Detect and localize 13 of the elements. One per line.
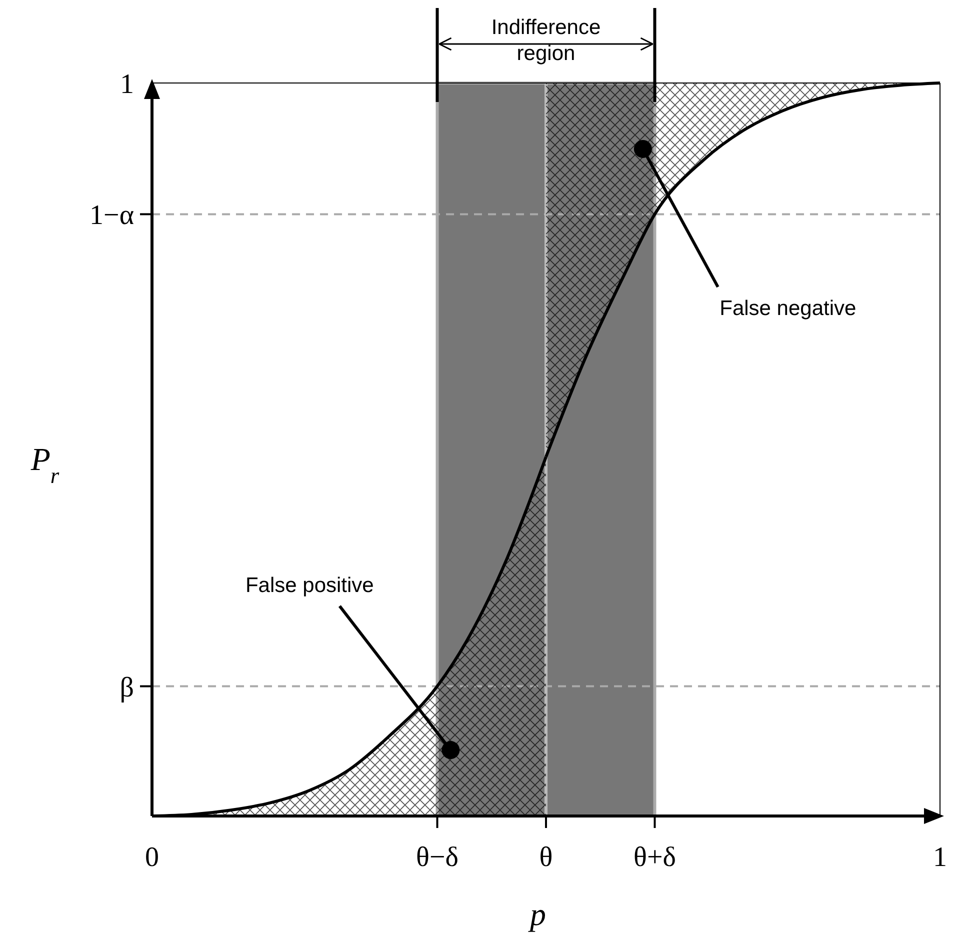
y-axis-title: P$_{r}$ [30,441,60,488]
x-tick-label: θ [539,842,553,873]
annotation: False positive [245,574,374,598]
y-tick-label: 1−α [90,200,134,232]
text: Indifference region [491,16,601,65]
y-tick-label: β [120,672,134,704]
x-tick-label: 1 [933,842,947,873]
x-axis-title: p [528,896,546,932]
x-tick-label: θ−δ [416,842,458,873]
y-tick-label: 1 [120,69,134,100]
x-tick-label: θ+δ [634,842,676,873]
annotation: False negative [720,296,856,320]
x-tick-label: 0 [145,842,159,873]
